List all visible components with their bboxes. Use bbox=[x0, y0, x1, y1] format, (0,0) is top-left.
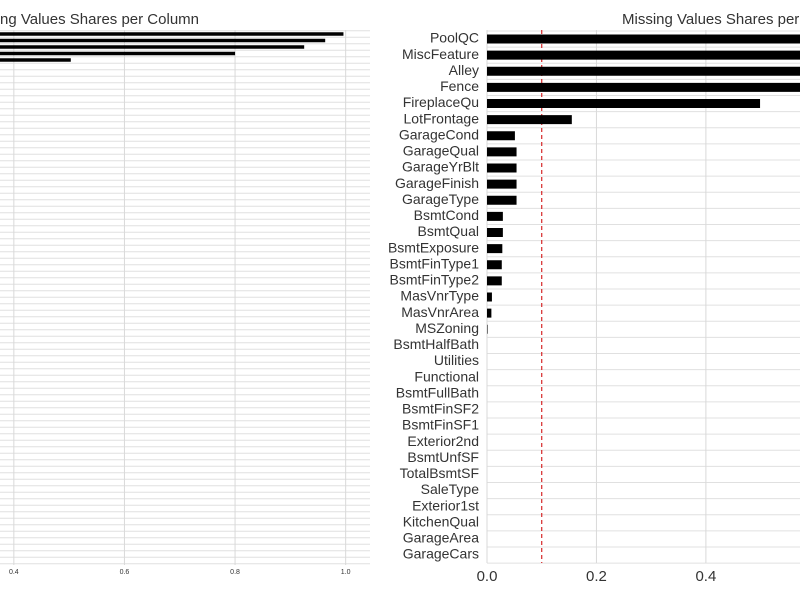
y-tick-label: GarageFinish bbox=[395, 175, 479, 191]
bar bbox=[0, 32, 344, 36]
x-tick-label: 0.4 bbox=[9, 569, 19, 576]
y-tick-label: FireplaceQu bbox=[403, 94, 479, 110]
y-tick-label: BsmtFinType2 bbox=[390, 272, 480, 288]
y-tick-label: MasVnrType bbox=[400, 288, 479, 304]
bar bbox=[487, 82, 800, 92]
bar bbox=[487, 115, 572, 125]
y-tick-label: MSZoning bbox=[415, 320, 479, 336]
x-tick-label: 0.2 bbox=[586, 568, 607, 585]
y-tick-label: GarageQual bbox=[403, 143, 479, 159]
x-tick-label: 0.0 bbox=[477, 568, 498, 585]
y-tick-label: GarageYrBlt bbox=[402, 159, 479, 175]
bar bbox=[487, 260, 502, 270]
x-tick-label: 0.8 bbox=[230, 569, 240, 576]
y-tick-label: Functional bbox=[414, 368, 479, 384]
y-tick-label: GarageArea bbox=[403, 530, 479, 546]
y-tick-label: BsmtUnfSF bbox=[407, 449, 479, 465]
y-tick-label: BsmtQual bbox=[418, 223, 479, 239]
y-tick-label: Exterior2nd bbox=[407, 433, 479, 449]
bar bbox=[0, 38, 326, 43]
y-tick-label: KitchenQual bbox=[403, 513, 479, 529]
bar bbox=[487, 34, 800, 44]
y-tick-label: PoolQC bbox=[430, 30, 479, 46]
bar bbox=[487, 308, 492, 318]
y-tick-label: LotFrontage bbox=[404, 110, 480, 126]
bar bbox=[487, 292, 492, 302]
y-tick-label: Alley bbox=[449, 62, 479, 78]
y-tick-label: Utilities bbox=[434, 352, 479, 368]
bar bbox=[487, 179, 517, 189]
y-tick-label: SaleType bbox=[421, 481, 480, 497]
bar bbox=[487, 324, 488, 334]
y-tick-label: Fence bbox=[440, 78, 479, 94]
bar bbox=[487, 228, 503, 237]
bar bbox=[487, 244, 503, 254]
bar bbox=[487, 131, 515, 141]
y-tick-label: Exterior1st bbox=[412, 497, 479, 513]
y-tick-label: TotalBsmtSF bbox=[400, 465, 479, 481]
chart-title: ng Values Shares per Column bbox=[0, 11, 199, 28]
bar bbox=[487, 195, 517, 205]
bar bbox=[487, 211, 503, 221]
bar bbox=[0, 45, 305, 49]
bar bbox=[487, 163, 517, 173]
x-tick-label: 0.6 bbox=[120, 569, 130, 576]
y-tick-label: GarageType bbox=[402, 191, 479, 207]
bar bbox=[0, 58, 71, 62]
bar bbox=[0, 51, 236, 56]
y-tick-label: BsmtExposure bbox=[388, 239, 479, 255]
y-tick-label: BsmtFinSF1 bbox=[402, 417, 479, 433]
y-tick-label: BsmtFullBath bbox=[396, 384, 479, 400]
x-tick-label: 1.0 bbox=[341, 569, 351, 576]
y-tick-label: GarageCond bbox=[399, 126, 479, 142]
bar bbox=[487, 50, 800, 60]
bar bbox=[487, 99, 761, 108]
bar bbox=[487, 276, 502, 286]
y-tick-label: BsmtFinSF2 bbox=[402, 401, 479, 417]
y-tick-label: MiscFeature bbox=[402, 46, 479, 62]
chart-title: Missing Values Shares per bbox=[622, 11, 799, 28]
y-tick-label: MasVnrArea bbox=[401, 304, 479, 320]
bar bbox=[487, 147, 517, 157]
x-tick-label: 0.4 bbox=[695, 568, 716, 585]
y-tick-label: BsmtHalfBath bbox=[393, 336, 479, 352]
y-tick-label: BsmtFinType1 bbox=[390, 255, 480, 271]
y-tick-label: BsmtCond bbox=[414, 207, 479, 223]
y-tick-label: GarageCars bbox=[403, 546, 479, 562]
bar bbox=[487, 66, 800, 76]
